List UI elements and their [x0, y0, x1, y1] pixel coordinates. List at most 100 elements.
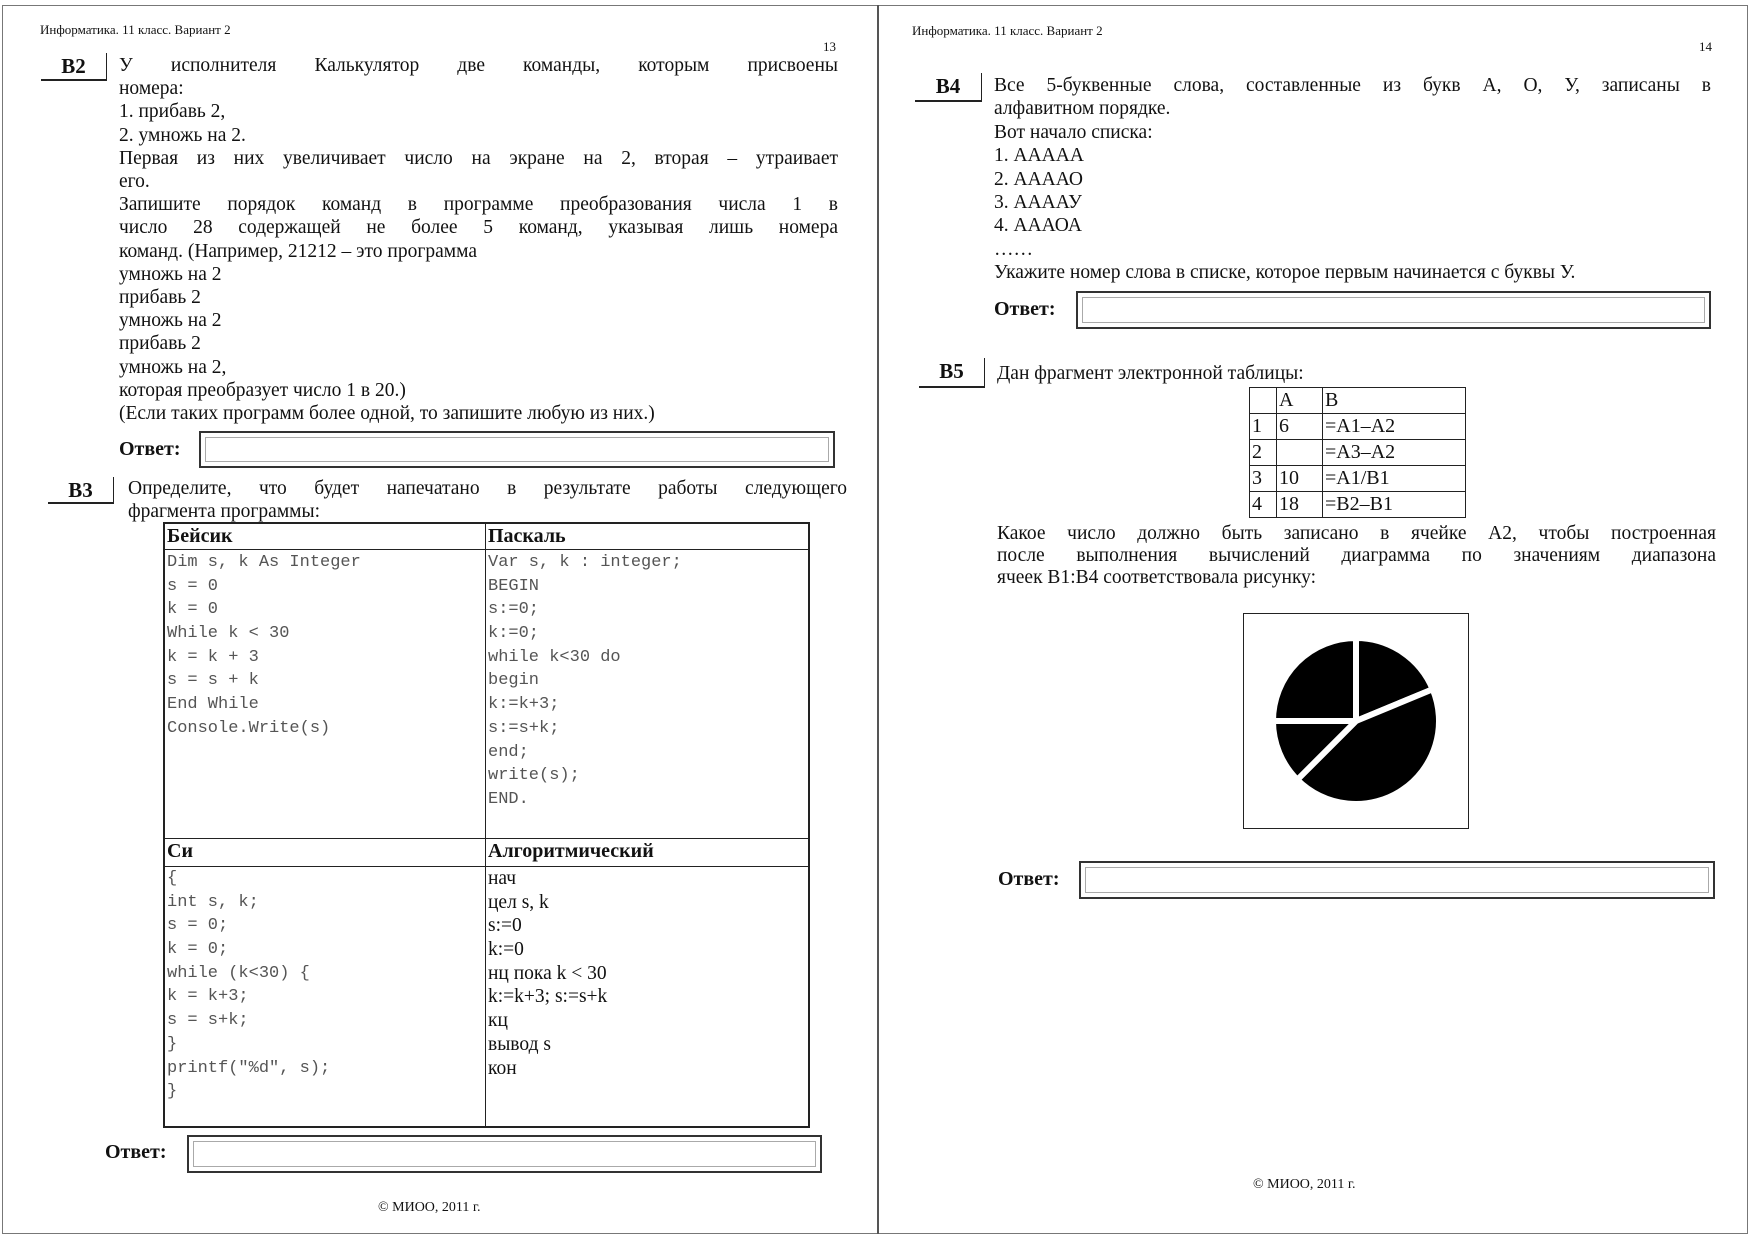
code-line: } — [167, 1082, 178, 1102]
question-b5-intro: Дан фрагмент электронной таблицы: — [997, 363, 1304, 384]
text-line: Какое число должно быть записано в ячейк… — [997, 523, 1716, 544]
text-line: умножь на 2 — [119, 263, 222, 285]
text-line: 3. ААААУ — [994, 192, 1082, 214]
footer-right: © МИОО, 2011 г. — [1253, 1177, 1356, 1192]
code-header-c: Си — [167, 840, 193, 862]
code-line: End While — [167, 695, 259, 715]
spreadsheet-cell: =A1/B1 — [1322, 465, 1466, 492]
code-line: { — [167, 869, 178, 888]
text-line: Первая из них увеличивает число на экран… — [119, 147, 838, 169]
code-header-basic: Бейсик — [167, 525, 233, 547]
answer-input-b5[interactable] — [1079, 861, 1715, 899]
answer-input-b2[interactable] — [199, 431, 835, 468]
code-line: while (k<30) { — [167, 963, 310, 983]
code-line: k = k + 3 — [167, 647, 259, 667]
code-line: begin — [488, 671, 540, 691]
code-line: k:=0; — [488, 624, 540, 644]
question-label-b4: B4 — [915, 73, 982, 102]
code-line: вывод s — [488, 1033, 551, 1055]
code-line: s:=0; — [488, 600, 540, 620]
text-line: ячеек B1:B4 соответствовала рисунку: — [997, 567, 1317, 588]
text-line: Определите, что будет напечатано в резул… — [128, 478, 847, 499]
answer-input-b3[interactable] — [187, 1135, 822, 1173]
footer-left: © МИОО, 2011 г. — [378, 1200, 481, 1215]
question-b5-text: Какое число должно быть записано в ячейк… — [997, 523, 1716, 589]
text-line: умножь на 2 — [119, 310, 222, 332]
text-line: 2. ААААО — [994, 168, 1083, 190]
question-b2-text: У исполнителя Калькулятор две команды, к… — [119, 54, 838, 425]
code-line: k:=0 — [488, 939, 524, 961]
answer-label-b4: Ответ: — [994, 298, 1056, 320]
spreadsheet-row: 2 =A3–A2 — [1249, 439, 1466, 466]
code-header-algorithmic: Алгоритмический — [488, 840, 654, 862]
text-line: алфавитном порядке. — [994, 98, 1171, 120]
text-line: 4. АААОА — [994, 215, 1082, 237]
spreadsheet-cell — [1249, 387, 1277, 414]
text-line: 1. прибавь 2, — [119, 101, 226, 123]
pie-chart — [1270, 635, 1442, 807]
spreadsheet-cell: A — [1276, 387, 1323, 414]
code-line: s = 0 — [167, 576, 219, 596]
text-line: 2. умножь на 2. — [119, 124, 246, 146]
text-line: (Если таких программ более одной, то зап… — [119, 403, 655, 425]
page-divider — [877, 5, 879, 1234]
answer-input-b4[interactable] — [1076, 291, 1711, 329]
code-line: BEGIN — [488, 576, 540, 596]
text-line: У исполнителя Калькулятор две команды, к… — [119, 55, 838, 76]
text-line: число 28 содержащей не более 5 команд, у… — [119, 217, 838, 239]
page-header-right: Информатика. 11 класс. Вариант 2 — [912, 23, 1103, 38]
answer-label-b5: Ответ: — [998, 868, 1060, 890]
spreadsheet-cell: B — [1322, 387, 1466, 414]
code-pascal: Var s, k : integer; BEGIN s:=0; k:=0; while … — [488, 551, 682, 812]
question-label-b3: B3 — [48, 477, 114, 504]
text-line: умножь на 2, — [119, 356, 227, 378]
spreadsheet-cell — [1276, 439, 1323, 466]
spreadsheet-row: 3 10 =A1/B1 — [1249, 465, 1466, 492]
text-line: …… — [994, 238, 1033, 260]
code-line: write(s); — [488, 766, 580, 786]
text-line: команд. (Например, 21212 – это программа — [119, 240, 477, 262]
text-line: Вот начало списка: — [994, 121, 1153, 143]
code-table: Бейсик Паскаль Си Алгоритмический Dim s,… — [163, 522, 810, 1128]
code-line: } — [167, 1034, 178, 1054]
text-line: прибавь 2 — [119, 333, 201, 355]
page-header-left: Информатика. 11 класс. Вариант 2 — [40, 22, 231, 37]
pie-slice — [1270, 635, 1359, 724]
spreadsheet-fragment: A B 1 6 =A1–A2 2 =A3–A2 3 10 =A1/B1 4 18 =B2–B1 — [1249, 387, 1466, 518]
spreadsheet-cell: 10 — [1276, 465, 1323, 492]
code-table-rule — [165, 866, 808, 867]
code-line: Var s, k : integer; — [488, 553, 682, 572]
text-line: его. — [119, 171, 150, 193]
spreadsheet-cell: 4 — [1249, 491, 1277, 518]
question-b4-text: Все 5-буквенные слова, составленные из б… — [994, 74, 1711, 285]
spreadsheet-cell: 1 — [1249, 413, 1277, 440]
spreadsheet-cell: 18 — [1276, 491, 1323, 518]
code-header-pascal: Паскаль — [488, 525, 566, 547]
text-line: номера: — [119, 78, 184, 100]
code-line: Dim s, k As Integer — [167, 553, 361, 572]
spreadsheet-cell: 2 — [1249, 439, 1277, 466]
code-basic: Dim s, k As Integer s = 0 k = 0 While k < 3… — [167, 551, 361, 741]
code-line: кон — [488, 1057, 517, 1079]
text-line: прибавь 2 — [119, 287, 201, 309]
text-line: 1. ААААА — [994, 145, 1084, 167]
question-label-b5: B5 — [919, 358, 985, 388]
code-line: k:=k+3; s:=s+k — [488, 986, 608, 1008]
code-line: end; — [488, 742, 529, 762]
code-line: кц — [488, 1010, 508, 1032]
code-table-rule — [165, 549, 808, 550]
code-line: END. — [488, 789, 529, 809]
code-line: k = 0 — [167, 600, 219, 620]
code-table-column-divider — [485, 524, 486, 1126]
spreadsheet-cell: =A3–A2 — [1322, 439, 1466, 466]
spreadsheet-row: 1 6 =A1–A2 — [1249, 413, 1466, 440]
code-line: k:=k+3; — [488, 695, 560, 715]
code-line: k = k+3; — [167, 987, 249, 1007]
spreadsheet-cell: =A1–A2 — [1322, 413, 1466, 440]
text-line: которая преобразует число 1 в 20.) — [119, 379, 406, 401]
code-line: k = 0; — [167, 940, 229, 960]
spreadsheet-cell: =B2–B1 — [1322, 491, 1466, 518]
text-line: фрагмента программы: — [128, 500, 321, 522]
code-line: s:=s+k; — [488, 718, 560, 738]
